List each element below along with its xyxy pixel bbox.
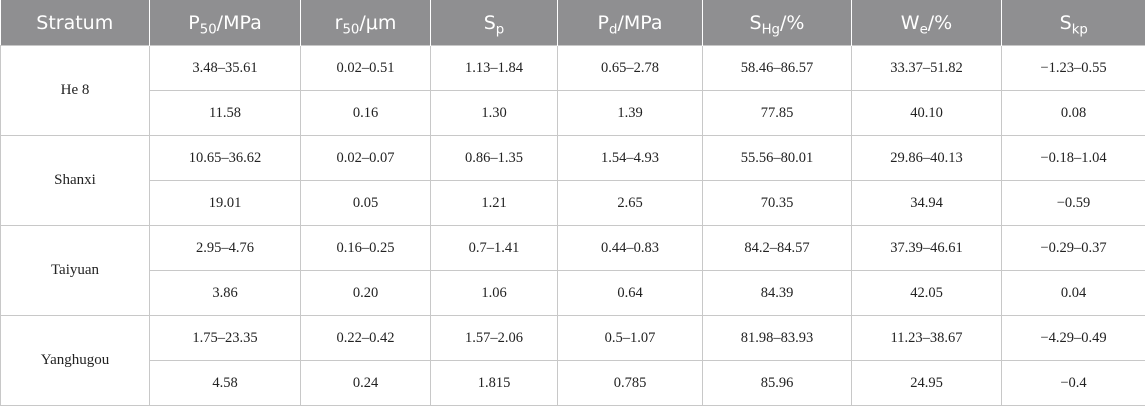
mean-cell: 70.35: [702, 180, 852, 226]
range-cell: 84.2–84.57: [702, 225, 852, 271]
range-cell: 29.86–40.13: [851, 135, 1002, 181]
range-cell: 1.57–2.06: [430, 315, 558, 361]
table-row: 19.01 0.05 1.21 2.65 70.35 34.94 −0.59: [1, 180, 1145, 226]
table-row: Yanghugou 1.75–23.35 0.22–0.42 1.57–2.06…: [0, 315, 1145, 406]
mean-cell: 42.05: [851, 270, 1002, 316]
stratum-cell: Shanxi: [0, 135, 150, 226]
mean-cell: 40.10: [851, 90, 1002, 136]
range-cell: 10.65–36.62: [149, 135, 301, 181]
range-cell: 3.48–35.61: [149, 45, 301, 91]
mean-cell: 85.96: [702, 360, 852, 406]
range-cell: 81.98–83.93: [702, 315, 852, 361]
range-cell: 11.23–38.67: [851, 315, 1002, 361]
mean-cell: 1.06: [430, 270, 558, 316]
mean-cell: 0.64: [557, 270, 703, 316]
mean-cell: 0.785: [557, 360, 703, 406]
table-row: 3.86 0.20 1.06 0.64 84.39 42.05 0.04: [1, 270, 1145, 316]
mean-cell: 1.30: [430, 90, 558, 136]
mean-cell: −0.4: [1001, 360, 1145, 406]
mean-cell: 3.86: [149, 270, 301, 316]
header-skp: Skp: [1001, 0, 1145, 46]
mean-cell: 0.04: [1001, 270, 1145, 316]
range-cell: 58.46–86.57: [702, 45, 852, 91]
mean-cell: 2.65: [557, 180, 703, 226]
range-cell: 0.86–1.35: [430, 135, 558, 181]
header-shg: SHg/%: [702, 0, 852, 46]
header-pd: Pd/MPa: [557, 0, 703, 46]
mean-cell: 77.85: [702, 90, 852, 136]
mean-cell: 34.94: [851, 180, 1002, 226]
mean-cell: 0.16: [300, 90, 431, 136]
range-cell: 0.02–0.51: [300, 45, 431, 91]
mean-cell: 1.815: [430, 360, 558, 406]
table-row: Taiyuan 2.95–4.76 0.16–0.25 0.7–1.41 0.4…: [0, 225, 1145, 316]
mean-cell: 19.01: [149, 180, 301, 226]
range-cell: 0.02–0.07: [300, 135, 431, 181]
table-row: 11.58 0.16 1.30 1.39 77.85 40.10 0.08: [1, 90, 1145, 136]
mean-cell: 11.58: [149, 90, 301, 136]
stratum-cell: He 8: [0, 45, 150, 136]
range-cell: −4.29–0.49: [1001, 315, 1145, 361]
range-cell: 55.56–80.01: [702, 135, 852, 181]
range-cell: 0.5–1.07: [557, 315, 703, 361]
range-cell: 1.54–4.93: [557, 135, 703, 181]
range-cell: 1.13–1.84: [430, 45, 558, 91]
table-row: Shanxi 10.65–36.62 0.02–0.07 0.86–1.35 1…: [0, 135, 1145, 226]
header-row: Stratum P50/MPa r50/μm Sp Pd/MPa SHg/% W…: [0, 0, 1145, 46]
mean-cell: 0.05: [300, 180, 431, 226]
mean-cell: 1.39: [557, 90, 703, 136]
mean-cell: 24.95: [851, 360, 1002, 406]
range-cell: 2.95–4.76: [149, 225, 301, 271]
table-row: 4.58 0.24 1.815 0.785 85.96 24.95 −0.4: [1, 360, 1145, 406]
header-r50: r50/μm: [300, 0, 431, 46]
range-cell: −0.18–1.04: [1001, 135, 1145, 181]
stratum-cell: Taiyuan: [0, 225, 150, 316]
header-sp: Sp: [430, 0, 558, 46]
header-p50: P50/MPa: [149, 0, 301, 46]
range-cell: 1.75–23.35: [149, 315, 301, 361]
mean-cell: −0.59: [1001, 180, 1145, 226]
range-cell: 0.65–2.78: [557, 45, 703, 91]
table-row: He 8 3.48–35.61 0.02–0.51 1.13–1.84 0.65…: [0, 45, 1145, 136]
range-cell: 37.39–46.61: [851, 225, 1002, 271]
header-stratum: Stratum: [0, 0, 150, 46]
range-cell: 33.37–51.82: [851, 45, 1002, 91]
mean-cell: 4.58: [149, 360, 301, 406]
mean-cell: 84.39: [702, 270, 852, 316]
stratum-cell: Yanghugou: [0, 315, 150, 406]
range-cell: −0.29–0.37: [1001, 225, 1145, 271]
range-cell: 0.44–0.83: [557, 225, 703, 271]
mean-cell: 1.21: [430, 180, 558, 226]
mean-cell: 0.24: [300, 360, 431, 406]
header-we: We/%: [851, 0, 1002, 46]
range-cell: 0.16–0.25: [300, 225, 431, 271]
mean-cell: 0.20: [300, 270, 431, 316]
range-cell: 0.22–0.42: [300, 315, 431, 361]
range-cell: 0.7–1.41: [430, 225, 558, 271]
range-cell: −1.23–0.55: [1001, 45, 1145, 91]
mean-cell: 0.08: [1001, 90, 1145, 136]
